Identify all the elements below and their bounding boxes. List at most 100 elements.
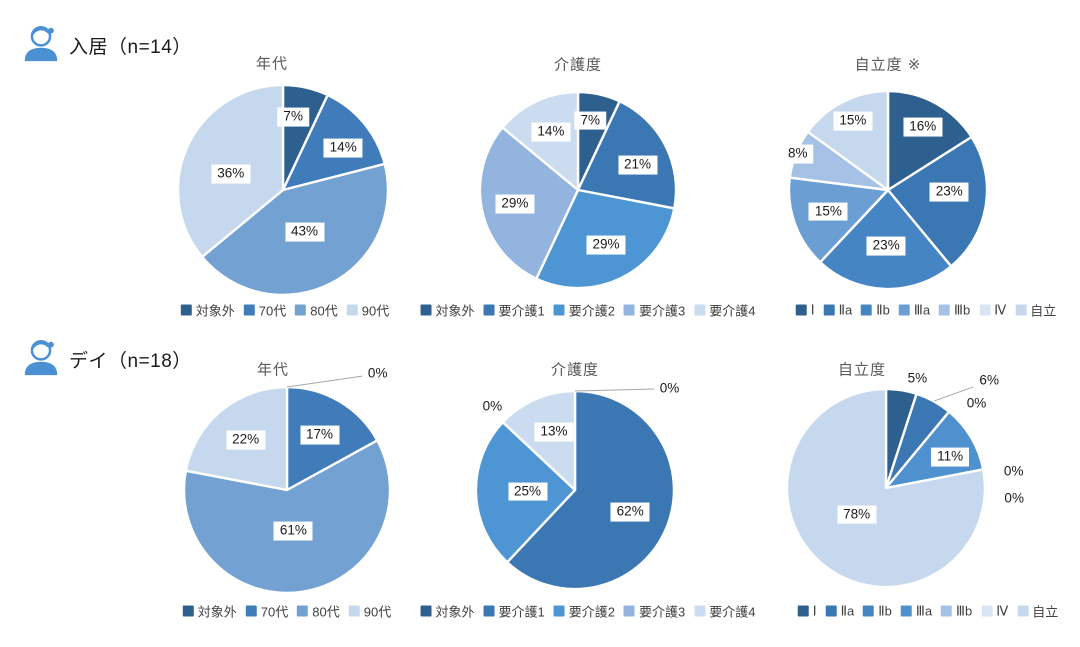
legend-item: 90代 <box>348 602 391 621</box>
legend: 対象外 要介護1 要介護2 要介護3 要介護4 <box>420 301 755 320</box>
legend-item: 80代 <box>295 301 338 320</box>
group-header-nyukyo: 入居（n=14） <box>20 24 192 66</box>
legend-swatch <box>245 605 257 617</box>
legend-item: 対象外 <box>182 602 237 621</box>
legend-swatch <box>900 605 912 617</box>
data-label: 15% <box>833 111 873 131</box>
legend-label: 要介護2 <box>568 604 616 620</box>
legend-swatch <box>295 304 307 316</box>
legend-swatch <box>694 304 706 316</box>
data-label: 62% <box>610 502 650 522</box>
legend-item: Ⅲb <box>939 302 970 318</box>
legend-swatch <box>297 605 309 617</box>
legend-item: Ⅱa <box>823 302 853 318</box>
legend-swatch <box>483 605 495 617</box>
group-title: 入居（n=14） <box>69 36 192 58</box>
legend-item: 要介護1 <box>483 602 545 621</box>
legend-swatch <box>898 304 910 316</box>
legend-item: Ⅱb <box>861 302 890 318</box>
data-label: 17% <box>299 425 340 445</box>
data-label: 22% <box>226 430 266 450</box>
legend-item: 要介護3 <box>624 602 685 621</box>
legend-swatch <box>863 605 875 617</box>
data-label: 7% <box>277 107 309 127</box>
legend-label: 要介護4 <box>709 604 756 620</box>
legend-label: 自立 <box>1030 303 1057 319</box>
legend-swatch <box>180 304 192 316</box>
legend-item: 自立 <box>1015 301 1056 320</box>
chart-title: 年代 <box>255 55 289 73</box>
legend-label: 要介護1 <box>498 303 545 319</box>
legend-item: 80代 <box>297 602 340 621</box>
data-label: 0% <box>960 394 993 414</box>
legend-item: Ⅰ <box>795 302 815 318</box>
pie-slice <box>886 89 973 192</box>
data-label: 5% <box>901 369 934 389</box>
legend-item: 対象外 <box>420 602 475 621</box>
legend-swatch <box>1015 304 1027 316</box>
legend-label: 90代 <box>361 303 390 319</box>
group-header-day: デイ（n=18） <box>20 338 192 380</box>
chart-title: 介護度 <box>553 56 603 74</box>
group-title: デイ（n=18） <box>69 350 192 372</box>
data-label: 21% <box>617 155 658 175</box>
legend-item: Ⅰ <box>797 603 817 619</box>
legend: Ⅰ Ⅱa Ⅱb Ⅲa Ⅲb Ⅳ 自立 <box>795 301 1056 320</box>
data-label: 15% <box>808 202 848 221</box>
person-icon <box>20 22 62 69</box>
data-label: 36% <box>211 164 251 184</box>
legend-swatch <box>553 605 565 617</box>
legend-item: 自立 <box>1017 602 1058 621</box>
data-label: 25% <box>507 482 548 501</box>
legend-swatch <box>182 605 194 617</box>
pie-slice <box>182 439 392 595</box>
legend-label: 70代 <box>258 303 287 319</box>
legend-swatch <box>694 605 706 617</box>
legend-label: Ⅲb <box>956 603 973 618</box>
data-label: 7% <box>574 111 607 130</box>
legend-swatch <box>420 605 432 617</box>
legend: 対象外 要介護1 要介護2 要介護3 要介護4 <box>420 602 756 621</box>
legend-swatch <box>553 304 565 316</box>
pie-chart-自立度: 5% 6% 0% 11% 0% 0% 78% <box>785 369 1030 589</box>
data-label: 23% <box>929 182 969 202</box>
legend-item: Ⅳ <box>979 302 1006 318</box>
data-label: 14% <box>531 122 571 142</box>
legend-label: 70代 <box>260 604 289 620</box>
legend-item: 要介護2 <box>553 602 616 621</box>
legend-label: Ⅲb <box>954 302 971 317</box>
legend-label: 対象外 <box>197 604 237 620</box>
legend-label: 要介護2 <box>568 303 616 319</box>
legend-swatch <box>243 304 255 316</box>
data-label: 29% <box>586 235 626 255</box>
pie-chart-年代: 0% 17% 61% 22% <box>182 364 394 595</box>
legend-swatch <box>1017 605 1029 617</box>
legend-label: 要介護1 <box>498 604 545 620</box>
data-label: 6% <box>973 371 1005 391</box>
legend-label: 80代 <box>310 303 338 319</box>
legend-item: Ⅲa <box>900 603 932 619</box>
data-label: 61% <box>273 521 313 541</box>
data-label: 14% <box>323 138 363 158</box>
legend-item: 90代 <box>346 301 390 320</box>
legend-swatch <box>420 304 432 316</box>
data-label: 0% <box>997 462 1030 482</box>
legend-label: Ⅲa <box>913 302 931 317</box>
legend-label: Ⅱa <box>838 302 853 317</box>
pie-slice <box>506 389 676 591</box>
legend-swatch <box>941 605 953 617</box>
legend: Ⅰ Ⅱa Ⅱb Ⅲa Ⅲb Ⅳ 自立 <box>797 602 1058 621</box>
legend-swatch <box>795 304 807 316</box>
legend: 対象外 70代 80代 90代 <box>180 301 390 320</box>
pie-slice <box>576 100 678 210</box>
pie-chart-介護度: 0% 62% 25% 0% 13% <box>474 379 686 591</box>
pie-chart-年代: 7% 14% 43% 36% <box>173 80 393 300</box>
legend-item: Ⅳ <box>981 603 1008 619</box>
legend-swatch <box>823 304 835 316</box>
legend-swatch <box>861 304 873 316</box>
data-label: 43% <box>284 222 325 242</box>
legend-item: 対象外 <box>420 301 475 320</box>
legend-item: Ⅱa <box>825 603 854 619</box>
legend-label: Ⅱb <box>876 302 890 317</box>
data-label: 0% <box>361 364 394 384</box>
